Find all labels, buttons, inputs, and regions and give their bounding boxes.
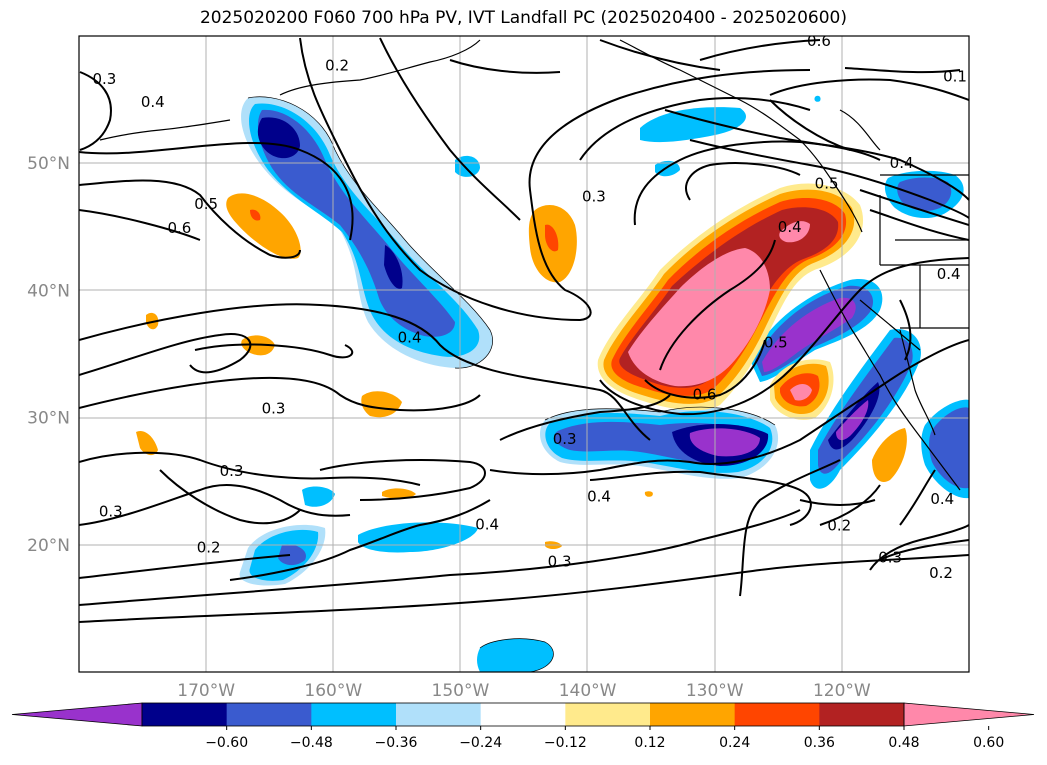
contour-label: 0.5 [815, 175, 839, 193]
contour-label: 0.4 [930, 490, 954, 508]
graticule [79, 36, 969, 672]
colorbar-extend-low [11, 702, 143, 727]
coastlines [99, 39, 969, 491]
colorbar-tick-label: 0.24 [719, 735, 750, 751]
contour-label: 0.2 [929, 564, 953, 582]
contour-label: 0.4 [937, 265, 961, 283]
colorbar-box [480, 703, 566, 726]
colorbar-tick-label: −0.60 [205, 735, 248, 751]
longitude-label: 140°W [559, 681, 617, 701]
longitude-label: 160°W [304, 681, 362, 701]
colorbar-tick-label: 0.48 [888, 735, 919, 751]
map-title: 2025020200 F060 700 hPa PV, IVT Landfall… [199, 8, 847, 28]
contour-label: 0.6 [807, 32, 831, 50]
contour-label: 0.5 [764, 334, 788, 352]
ivt-contours [79, 37, 969, 623]
colorbar-box [819, 703, 905, 726]
contour-label: 0.6 [168, 219, 192, 237]
contour-label: 0.2 [325, 56, 349, 74]
contour-label: 0.4 [475, 515, 499, 533]
contour-label: 0.3 [262, 400, 286, 418]
colorbar-box [396, 703, 482, 726]
contour-label: 0.6 [693, 386, 717, 404]
contour-label: 0.4 [141, 93, 165, 111]
contour-label: 0.2 [827, 517, 851, 535]
colorbar-tick-label: −0.48 [290, 735, 333, 751]
contour-label: 0.5 [194, 195, 218, 213]
latitude-labels: 50°N 40°N 30°N 20°N [27, 154, 70, 556]
longitude-labels: 170°W 160°W 150°W 140°W 130°W 120°W [177, 681, 871, 701]
contour-label: 0.4 [587, 487, 611, 505]
colorbar-box [565, 703, 651, 726]
colorbar-tick-label: −0.36 [375, 735, 418, 751]
map-frame [78, 35, 970, 673]
latitude-label: 50°N [27, 154, 70, 174]
contour-labels: 0.30.40.20.60.10.30.60.50.40.50.40.40.30… [92, 32, 967, 582]
contour-label: 0.3 [92, 70, 116, 88]
latitude-label: 40°N [27, 281, 70, 301]
colorbar-tick-label: 0.12 [634, 735, 665, 751]
colorbar-tick-label: 0.60 [973, 735, 1004, 751]
contour-label: 0.3 [582, 187, 606, 205]
contour-label: 0.4 [398, 328, 422, 346]
longitude-label: 170°W [177, 681, 235, 701]
contour-label: 0.3 [220, 462, 244, 480]
colorbar-outline [141, 702, 905, 727]
colorbar-box [650, 703, 736, 726]
contour-label: 0.1 [943, 68, 967, 86]
colorbar-box [734, 703, 820, 726]
longitude-label: 130°W [686, 681, 744, 701]
latitude-label: 20°N [27, 536, 70, 556]
contour-label: 0.3 [548, 552, 572, 570]
contour-label: 0.3 [553, 430, 577, 448]
contour-label: 0.4 [890, 154, 914, 172]
colorbar-tick-label: −0.12 [544, 735, 587, 751]
colorbar-extend-high [903, 702, 1035, 727]
colorbar-tick-label: 0.36 [804, 735, 835, 751]
longitude-label: 150°W [432, 681, 490, 701]
contour-label: 0.2 [197, 538, 221, 556]
contour-label: 0.3 [99, 503, 123, 521]
colorbar-box [226, 703, 312, 726]
map-background [79, 36, 969, 672]
latitude-label: 30°N [27, 409, 70, 429]
colorbar: −0.60 −0.48 −0.36 −0.24 −0.12 0.12 0.24 0.36 0.4… [11, 702, 1035, 751]
contour-label: 0.3 [878, 549, 902, 567]
colorbar-box [311, 703, 397, 726]
contour-label: 0.4 [778, 218, 802, 236]
colorbar-box [142, 703, 228, 726]
colorbar-tick-label: −0.24 [459, 735, 502, 751]
longitude-label: 120°W [813, 681, 871, 701]
